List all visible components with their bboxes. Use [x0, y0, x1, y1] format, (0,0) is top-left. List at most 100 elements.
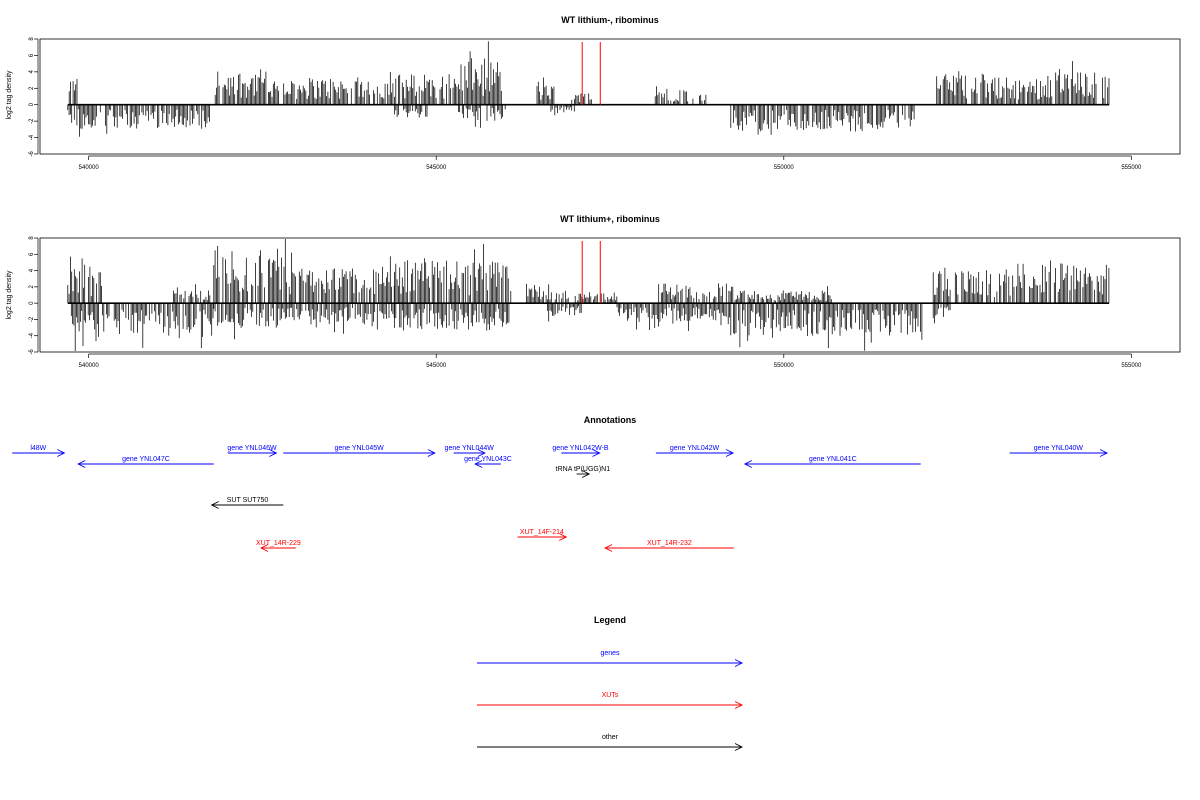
- panel-title: WT lithium+, ribominus: [560, 214, 660, 224]
- xut-arrowhead: [604, 544, 613, 552]
- gene-label: gene YNL046W: [227, 445, 277, 452]
- y-tick-label: 2: [29, 86, 35, 90]
- coverage-panel-lithium-plus: WT lithium+, ribominus log2 tag density …: [6, 214, 1181, 369]
- annotations-track: Annotations l48W gene YNL047C gene YNL046W…: [12, 415, 1109, 552]
- x-tick-label: 555000: [1121, 363, 1142, 369]
- gene-arrowhead: [474, 460, 483, 468]
- y-axis-label: log2 tag density: [6, 70, 13, 120]
- xut-label: XUT_14R-232: [647, 540, 692, 547]
- panel-title: WT lithium-, ribominus: [561, 15, 659, 25]
- y-tick-label: -2: [29, 118, 35, 124]
- y-tick-label: 0: [29, 102, 35, 106]
- legend-label: XUTs: [602, 692, 619, 699]
- gene-feature: gene YNL043C: [464, 456, 512, 468]
- xut-arrowhead: [260, 544, 269, 552]
- y-tick-label: 4: [29, 70, 35, 74]
- other-label: tRNA tP(UGG)N1: [556, 466, 611, 473]
- x-tick-label: 555000: [1121, 165, 1142, 171]
- red-marker-lines: [581, 241, 601, 304]
- gene-feature: gene YNL044W: [445, 445, 495, 457]
- plot-frame: [39, 38, 1181, 155]
- gene-label: l48W: [30, 445, 46, 452]
- legend-arrowhead: [734, 701, 744, 709]
- y-tick-label: 6: [29, 252, 35, 256]
- x-axis: 540000 545000 550000 555000: [79, 353, 1142, 369]
- gene-feature: gene YNL042W: [655, 445, 735, 457]
- y-axis: 8 6 4 2 0 -2 -4 -6: [29, 236, 39, 355]
- gene-arrowhead: [269, 449, 278, 457]
- gene-label: gene YNL041C: [809, 456, 857, 463]
- gene-arrowhead: [725, 449, 735, 457]
- annotations-title: Annotations: [584, 415, 637, 425]
- y-tick-label: 8: [29, 236, 35, 240]
- coverage-bars: [67, 239, 1110, 351]
- x-tick-label: 550000: [774, 363, 795, 369]
- gene-label: gene YNL045W: [334, 445, 384, 452]
- gene-feature: gene YNL041C: [743, 456, 921, 468]
- legend-arrowhead: [734, 743, 744, 751]
- y-tick-label: 4: [29, 268, 35, 272]
- legend-arrowhead: [734, 659, 744, 667]
- legend-item-xuts: XUTs: [477, 692, 744, 709]
- xut-feature: XUT_14F-214: [517, 529, 568, 541]
- other-feature: SUT SUT750: [210, 497, 284, 509]
- other-feature: tRNA tP(UGG)N1: [556, 466, 611, 478]
- xut-feature: XUT_14R-232: [604, 540, 734, 552]
- y-tick-label: 6: [29, 53, 35, 57]
- y-axis: 8 6 4 2 0 -2 -4 -6: [29, 37, 39, 157]
- gene-feature: l48W: [12, 445, 66, 457]
- x-axis: 540000 545000 550000 555000: [79, 155, 1142, 171]
- plot-frame: [39, 237, 1181, 353]
- xut-feature: XUT_14R-229: [256, 540, 301, 552]
- y-tick-label: -4: [29, 134, 35, 140]
- gene-feature: gene YNL047C: [77, 456, 214, 468]
- coverage-bars: [67, 41, 1110, 137]
- legend-label: other: [602, 734, 619, 741]
- gene-arrowhead: [427, 449, 436, 457]
- annotation-features: l48W gene YNL047C gene YNL046W gene YNL045W…: [12, 445, 1109, 552]
- gene-label: gene YNL042W: [670, 445, 720, 452]
- gene-arrowhead: [592, 449, 601, 457]
- gene-arrowhead: [77, 460, 86, 468]
- coverage-panel-lithium-minus: WT lithium-, ribominus log2 tag density …: [6, 15, 1181, 171]
- gene-label: gene YNL044W: [445, 445, 495, 452]
- x-tick-label: 540000: [79, 165, 100, 171]
- y-tick-label: -4: [29, 332, 35, 338]
- legend-title: Legend: [594, 615, 626, 625]
- gene-label: gene YNL047C: [122, 456, 170, 463]
- gene-feature: gene YNL045W: [283, 445, 436, 457]
- y-tick-label: -2: [29, 316, 35, 322]
- gene-label: gene YNL042W-B: [552, 445, 608, 452]
- x-tick-label: 540000: [79, 363, 100, 369]
- y-tick-label: 2: [29, 285, 35, 289]
- other-arrowhead: [210, 501, 219, 509]
- legend: Legend genes XUTs other: [477, 615, 744, 751]
- gene-arrowhead: [1099, 449, 1109, 457]
- legend-items: genes XUTs other: [477, 650, 744, 751]
- xut-label: XUT_14F-214: [520, 529, 564, 536]
- other-label: SUT SUT750: [227, 497, 269, 504]
- x-tick-label: 550000: [774, 165, 795, 171]
- legend-label: genes: [600, 650, 620, 657]
- y-tick-label: -6: [29, 151, 35, 157]
- red-marker-lines: [581, 42, 601, 105]
- other-arrowhead: [581, 470, 591, 478]
- y-tick-label: -6: [29, 349, 35, 355]
- x-tick-label: 545000: [426, 165, 447, 171]
- x-tick-label: 545000: [426, 363, 447, 369]
- y-tick-label: 8: [29, 37, 35, 41]
- gene-feature: gene YNL046W: [227, 445, 278, 457]
- xut-label: XUT_14R-229: [256, 540, 301, 547]
- gene-feature: gene YNL040W: [1009, 445, 1109, 457]
- legend-item-genes: genes: [477, 650, 744, 667]
- gene-arrowhead: [57, 449, 66, 457]
- xut-arrowhead: [559, 533, 568, 541]
- gene-arrowhead: [743, 460, 753, 468]
- y-tick-label: 0: [29, 301, 35, 305]
- gene-feature: gene YNL042W-B: [552, 445, 609, 457]
- legend-item-other: other: [477, 734, 744, 751]
- gene-label: gene YNL040W: [1034, 445, 1084, 452]
- gene-label: gene YNL043C: [464, 456, 512, 463]
- gene-arrowhead: [477, 449, 486, 457]
